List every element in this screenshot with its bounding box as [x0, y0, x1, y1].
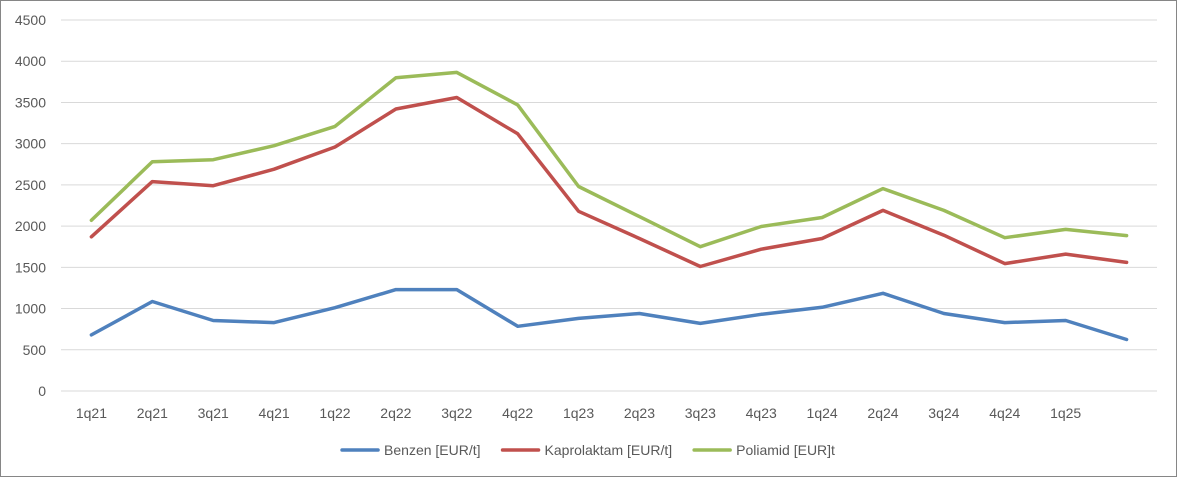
- legend: Benzen [EUR/t] Kaprolaktam [EUR/t] Poliami…: [340, 442, 835, 458]
- y-tick-label: 2500: [15, 177, 46, 193]
- x-tick-label: 2q21: [137, 405, 168, 421]
- y-tick-label: 2000: [15, 218, 46, 234]
- y-tick-label: 4000: [15, 53, 46, 69]
- series-line-3: [89, 70, 1129, 249]
- x-tick-label: 1q23: [563, 405, 594, 421]
- legend-item-3: Poliamid [EUR]t: [692, 442, 835, 458]
- y-tick-label: 1000: [15, 301, 46, 317]
- y-tick-label: 4500: [15, 12, 46, 28]
- y-tick-label: 3000: [15, 136, 46, 152]
- y-axis-tick-labels: 0 500 1000 1500 2000 2500 3000 3500 4000 4500: [15, 12, 46, 399]
- x-tick-label: 1q24: [807, 405, 838, 421]
- x-tick-label: 1q25: [1050, 405, 1081, 421]
- x-tick-label: 2q24: [867, 405, 898, 421]
- y-tick-label: 1500: [15, 259, 46, 275]
- x-tick-label: 3q21: [198, 405, 229, 421]
- gridlines: [61, 19, 1157, 392]
- x-tick-label: 1q21: [76, 405, 107, 421]
- series-lines: [89, 70, 1129, 342]
- x-axis-tick-labels: 1q21 2q21 3q21 4q21 1q22 2q22 3q22 4q22 1q23 2q23…: [76, 405, 1082, 421]
- legend-label: Poliamid [EUR]t: [736, 442, 835, 458]
- x-tick-label: 4q24: [989, 405, 1020, 421]
- series-line-2: [89, 95, 1129, 269]
- y-tick-label: 3500: [15, 94, 46, 110]
- x-tick-label: 4q23: [746, 405, 777, 421]
- x-tick-label: 3q22: [441, 405, 472, 421]
- x-tick-label: 1q22: [319, 405, 350, 421]
- x-tick-label: 4q21: [259, 405, 290, 421]
- x-tick-label: 2q22: [380, 405, 411, 421]
- x-tick-label: 3q24: [928, 405, 959, 421]
- legend-label: Benzen [EUR/t]: [384, 442, 481, 458]
- x-tick-label: 2q23: [624, 405, 655, 421]
- x-tick-label: 3q23: [685, 405, 716, 421]
- legend-label: Kaprolaktam [EUR/t]: [545, 442, 673, 458]
- y-tick-label: 0: [38, 383, 46, 399]
- y-tick-label: 500: [23, 342, 47, 358]
- series-line-1: [89, 287, 1129, 342]
- legend-item-1: Benzen [EUR/t]: [340, 442, 481, 458]
- x-tick-label: 4q22: [502, 405, 533, 421]
- legend-item-2: Kaprolaktam [EUR/t]: [500, 442, 673, 458]
